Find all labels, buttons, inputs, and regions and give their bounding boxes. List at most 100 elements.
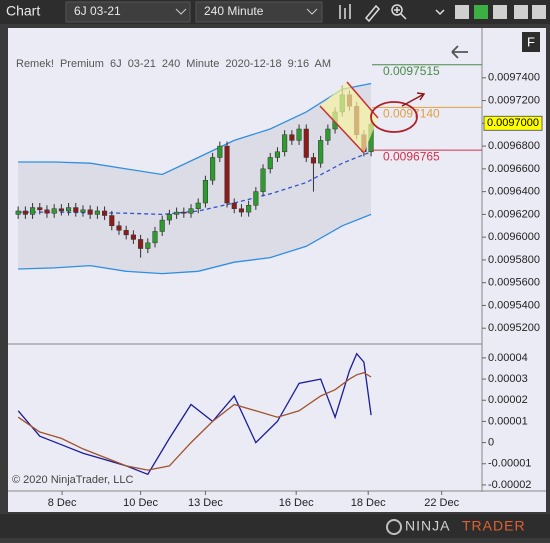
x-tick-label: 10 Dec xyxy=(123,497,158,509)
candle-body xyxy=(310,157,317,164)
x-tick-label: 18 Dec xyxy=(351,497,386,509)
copyright: © 2020 NinjaTrader, LLC xyxy=(12,474,133,486)
candle-body xyxy=(166,214,172,221)
toolbar-icons[interactable] xyxy=(339,4,445,23)
y-tick-label: 0.0095200 xyxy=(488,322,540,334)
candle-body xyxy=(138,239,144,249)
candle-body xyxy=(80,209,86,213)
y-tick-label: -0.00002 xyxy=(488,479,531,491)
candle-body xyxy=(181,211,187,214)
candle-body xyxy=(87,209,93,215)
lower-band xyxy=(18,213,372,275)
panel-button-label: F xyxy=(527,34,535,49)
candle-body xyxy=(267,157,273,170)
candle-body xyxy=(30,207,36,215)
y-tick-label: 0.0097200 xyxy=(488,94,540,106)
candle-body xyxy=(109,215,115,227)
interval-label: 240 Minute xyxy=(204,4,264,18)
y-tick-label: 0.0096800 xyxy=(488,140,540,152)
y-tick-label: 0.0095800 xyxy=(488,254,540,266)
candle-body xyxy=(145,242,151,249)
chart-area xyxy=(8,28,546,512)
y-tick-label: 0.00003 xyxy=(488,373,528,385)
window-title: Chart xyxy=(6,3,40,19)
current-price-label: 0.0097000 xyxy=(487,117,539,129)
candle-body xyxy=(73,207,79,213)
drawing-ellipse xyxy=(370,101,418,133)
indicator-line xyxy=(17,371,372,471)
dropdown-arrow xyxy=(306,8,318,15)
drawing-flag xyxy=(320,82,378,153)
window-button[interactable] xyxy=(532,5,546,19)
candle-body xyxy=(325,128,331,141)
candle-body xyxy=(246,205,252,213)
instrument-label: 6J 03-21 xyxy=(74,4,121,18)
y-tick-label: 0.00001 xyxy=(488,415,528,427)
x-tick-label: 22 Dec xyxy=(424,497,459,509)
drawing-arrow xyxy=(401,92,426,107)
x-tick-label: 13 Dec xyxy=(188,497,223,509)
y-tick-label: -0.00001 xyxy=(488,458,531,470)
candle-body xyxy=(217,145,223,158)
price-level-label: 0.0096765 xyxy=(383,149,440,163)
candle-body xyxy=(188,208,194,214)
interval-selector[interactable] xyxy=(195,1,323,23)
candle-body xyxy=(123,230,129,236)
logo-text: TRADER xyxy=(462,518,526,534)
y-tick-label: 0.0095600 xyxy=(488,277,540,289)
candle-body xyxy=(231,202,237,209)
y-tick-label: 0.0096000 xyxy=(488,231,540,243)
instrument-selector[interactable] xyxy=(65,1,191,23)
candle-body xyxy=(22,210,28,215)
upper-band xyxy=(18,82,372,176)
candle-body xyxy=(289,134,295,141)
candle-body xyxy=(238,208,244,213)
candle-body xyxy=(37,207,43,211)
candle-body xyxy=(224,145,230,204)
y-tick-label: 0 xyxy=(488,436,494,448)
candle-body xyxy=(202,179,208,204)
candle-body xyxy=(58,208,64,212)
candle-body xyxy=(152,231,158,244)
indicator-line xyxy=(17,352,372,476)
status-bar xyxy=(0,514,550,538)
y-tick-label: 0.00004 xyxy=(488,352,528,364)
price-level-label: 0.0097140 xyxy=(383,107,440,121)
band-fill xyxy=(18,83,372,274)
candle-body xyxy=(260,168,266,192)
back-arrow[interactable] xyxy=(451,45,468,59)
x-tick-label: 8 Dec xyxy=(48,497,77,509)
candle-body xyxy=(130,234,136,240)
dropdown-arrow xyxy=(175,8,187,15)
candle-body xyxy=(210,157,216,181)
candle-body xyxy=(15,210,21,215)
candle-body xyxy=(44,209,50,214)
y-tick-label: 0.0096400 xyxy=(488,186,540,198)
current-price-box xyxy=(483,115,543,131)
color-button[interactable] xyxy=(455,5,469,19)
color-button[interactable] xyxy=(474,5,488,19)
candle-body xyxy=(51,208,57,214)
candle-body xyxy=(174,211,180,215)
candle-body xyxy=(253,191,259,206)
y-tick-label: 0.0096200 xyxy=(488,208,540,220)
window-button[interactable] xyxy=(514,5,528,19)
candle-body xyxy=(296,128,302,141)
color-button[interactable] xyxy=(493,5,507,19)
price-level-label: 0.0097515 xyxy=(383,64,440,78)
candle-body xyxy=(159,219,165,232)
candle-body xyxy=(282,134,288,153)
y-tick-label: 0.0096600 xyxy=(488,163,540,175)
y-tick-label: 0.0097400 xyxy=(488,72,540,84)
candle-body xyxy=(66,207,72,212)
panel-button[interactable] xyxy=(522,32,540,52)
logo-icon xyxy=(386,519,402,535)
candle-body xyxy=(116,225,122,231)
logo-text: NINJA xyxy=(405,518,450,534)
candle-body xyxy=(274,151,280,158)
x-tick-label: 16 Dec xyxy=(279,497,314,509)
candle-body xyxy=(195,202,201,209)
candle-body xyxy=(94,210,100,215)
chart-info: Remek! Premium 6J 03-21 240 Minute 2020-… xyxy=(16,58,331,70)
